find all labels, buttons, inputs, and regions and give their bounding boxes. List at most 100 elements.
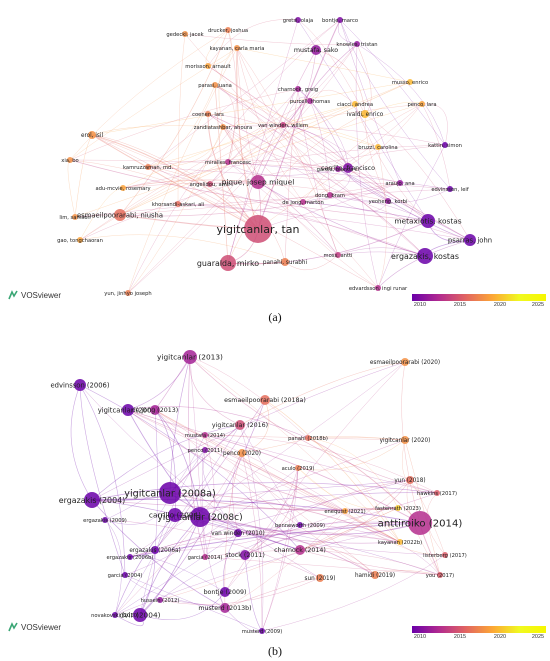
network-node[interactable] <box>205 63 211 69</box>
network-node[interactable] <box>259 628 265 634</box>
network-node[interactable] <box>225 159 231 165</box>
network-node[interactable] <box>202 432 208 438</box>
network-node[interactable] <box>127 554 133 560</box>
network-node[interactable] <box>311 45 321 55</box>
network-node[interactable] <box>244 215 272 243</box>
network-node[interactable] <box>361 110 369 118</box>
network-node[interactable] <box>401 436 409 444</box>
network-node[interactable] <box>122 404 134 416</box>
network-node[interactable] <box>295 86 301 92</box>
network-node[interactable] <box>234 529 242 537</box>
network-node[interactable] <box>295 545 305 555</box>
network-node[interactable] <box>202 447 208 453</box>
network-node[interactable] <box>235 420 245 430</box>
network-node[interactable] <box>342 508 348 514</box>
network-node[interactable] <box>401 358 409 366</box>
network-node[interactable] <box>220 603 230 613</box>
network-link <box>299 507 399 551</box>
network-node[interactable] <box>352 101 358 107</box>
network-node[interactable] <box>88 131 96 139</box>
network-node[interactable] <box>397 180 403 186</box>
network-node[interactable] <box>220 124 226 130</box>
network-link <box>67 159 76 218</box>
network-node[interactable] <box>407 79 413 85</box>
network-node[interactable] <box>385 198 391 204</box>
network-node[interactable] <box>371 571 379 579</box>
network-node[interactable] <box>157 597 163 603</box>
network-node[interactable] <box>434 490 440 496</box>
network-link <box>261 467 299 632</box>
network-node[interactable] <box>190 507 210 527</box>
network-node[interactable] <box>281 258 289 266</box>
network-node[interactable] <box>74 379 86 391</box>
network-node[interactable] <box>447 186 453 192</box>
network-node[interactable] <box>84 492 100 508</box>
network-node[interactable] <box>112 612 118 618</box>
network-node[interactable] <box>120 185 126 191</box>
network-node[interactable] <box>251 175 265 189</box>
network-node[interactable] <box>280 122 286 128</box>
network-node[interactable] <box>150 405 160 415</box>
network-node[interactable] <box>442 142 448 148</box>
network-link <box>127 19 341 294</box>
network-node[interactable] <box>305 435 311 441</box>
network-node[interactable] <box>168 508 182 522</box>
network-node[interactable] <box>122 572 128 578</box>
network-node[interactable] <box>77 237 83 243</box>
network-node[interactable] <box>102 517 108 523</box>
node-label: guaralda, mirko <box>197 259 259 268</box>
network-node[interactable] <box>133 608 147 622</box>
network-node[interactable] <box>207 181 213 187</box>
network-link <box>119 81 411 216</box>
network-node[interactable] <box>220 255 236 271</box>
network-node[interactable] <box>337 17 343 23</box>
network-node[interactable] <box>419 101 425 107</box>
network-node[interactable] <box>354 41 360 47</box>
network-node[interactable] <box>159 482 181 504</box>
network-node[interactable] <box>145 164 151 170</box>
network-node[interactable] <box>442 552 448 558</box>
network-node[interactable] <box>375 144 381 150</box>
vosviewer-logo: VOSviewer <box>8 622 61 632</box>
network-node[interactable] <box>343 163 353 173</box>
network-node[interactable] <box>375 285 381 291</box>
network-node[interactable] <box>183 350 197 364</box>
network-node[interactable] <box>205 111 211 117</box>
network-node[interactable] <box>437 572 443 578</box>
network-node[interactable] <box>260 395 270 405</box>
network-node[interactable] <box>464 234 476 246</box>
network-node[interactable] <box>300 199 306 205</box>
network-node[interactable] <box>182 31 188 37</box>
network-node[interactable] <box>395 505 401 511</box>
network-node[interactable] <box>114 209 126 221</box>
network-node[interactable] <box>397 539 403 545</box>
network-link <box>224 577 321 609</box>
network-node[interactable] <box>295 465 301 471</box>
network-node[interactable] <box>220 587 230 597</box>
network-node[interactable] <box>327 192 333 198</box>
network-node[interactable] <box>225 27 231 33</box>
network-node[interactable] <box>240 550 250 560</box>
network-node[interactable] <box>408 511 432 535</box>
network-link <box>147 166 426 257</box>
network-node[interactable] <box>72 214 78 220</box>
network-node[interactable] <box>151 546 159 554</box>
network-node[interactable] <box>335 252 341 258</box>
network-node[interactable] <box>202 554 208 560</box>
network-node[interactable] <box>67 157 73 163</box>
network-node[interactable] <box>421 214 435 228</box>
network-node[interactable] <box>212 82 218 88</box>
network-node[interactable] <box>238 449 246 457</box>
network-node[interactable] <box>295 17 301 23</box>
network-node[interactable] <box>316 574 324 582</box>
network-node[interactable] <box>307 98 313 104</box>
network-node[interactable] <box>234 45 240 51</box>
network-node[interactable] <box>125 290 131 296</box>
network-node[interactable] <box>335 166 341 172</box>
network-node[interactable] <box>297 522 303 528</box>
network-node[interactable] <box>406 476 414 484</box>
network-node[interactable] <box>175 201 181 207</box>
network-node[interactable] <box>417 248 433 264</box>
network-link <box>204 434 406 441</box>
network-link <box>129 555 226 593</box>
